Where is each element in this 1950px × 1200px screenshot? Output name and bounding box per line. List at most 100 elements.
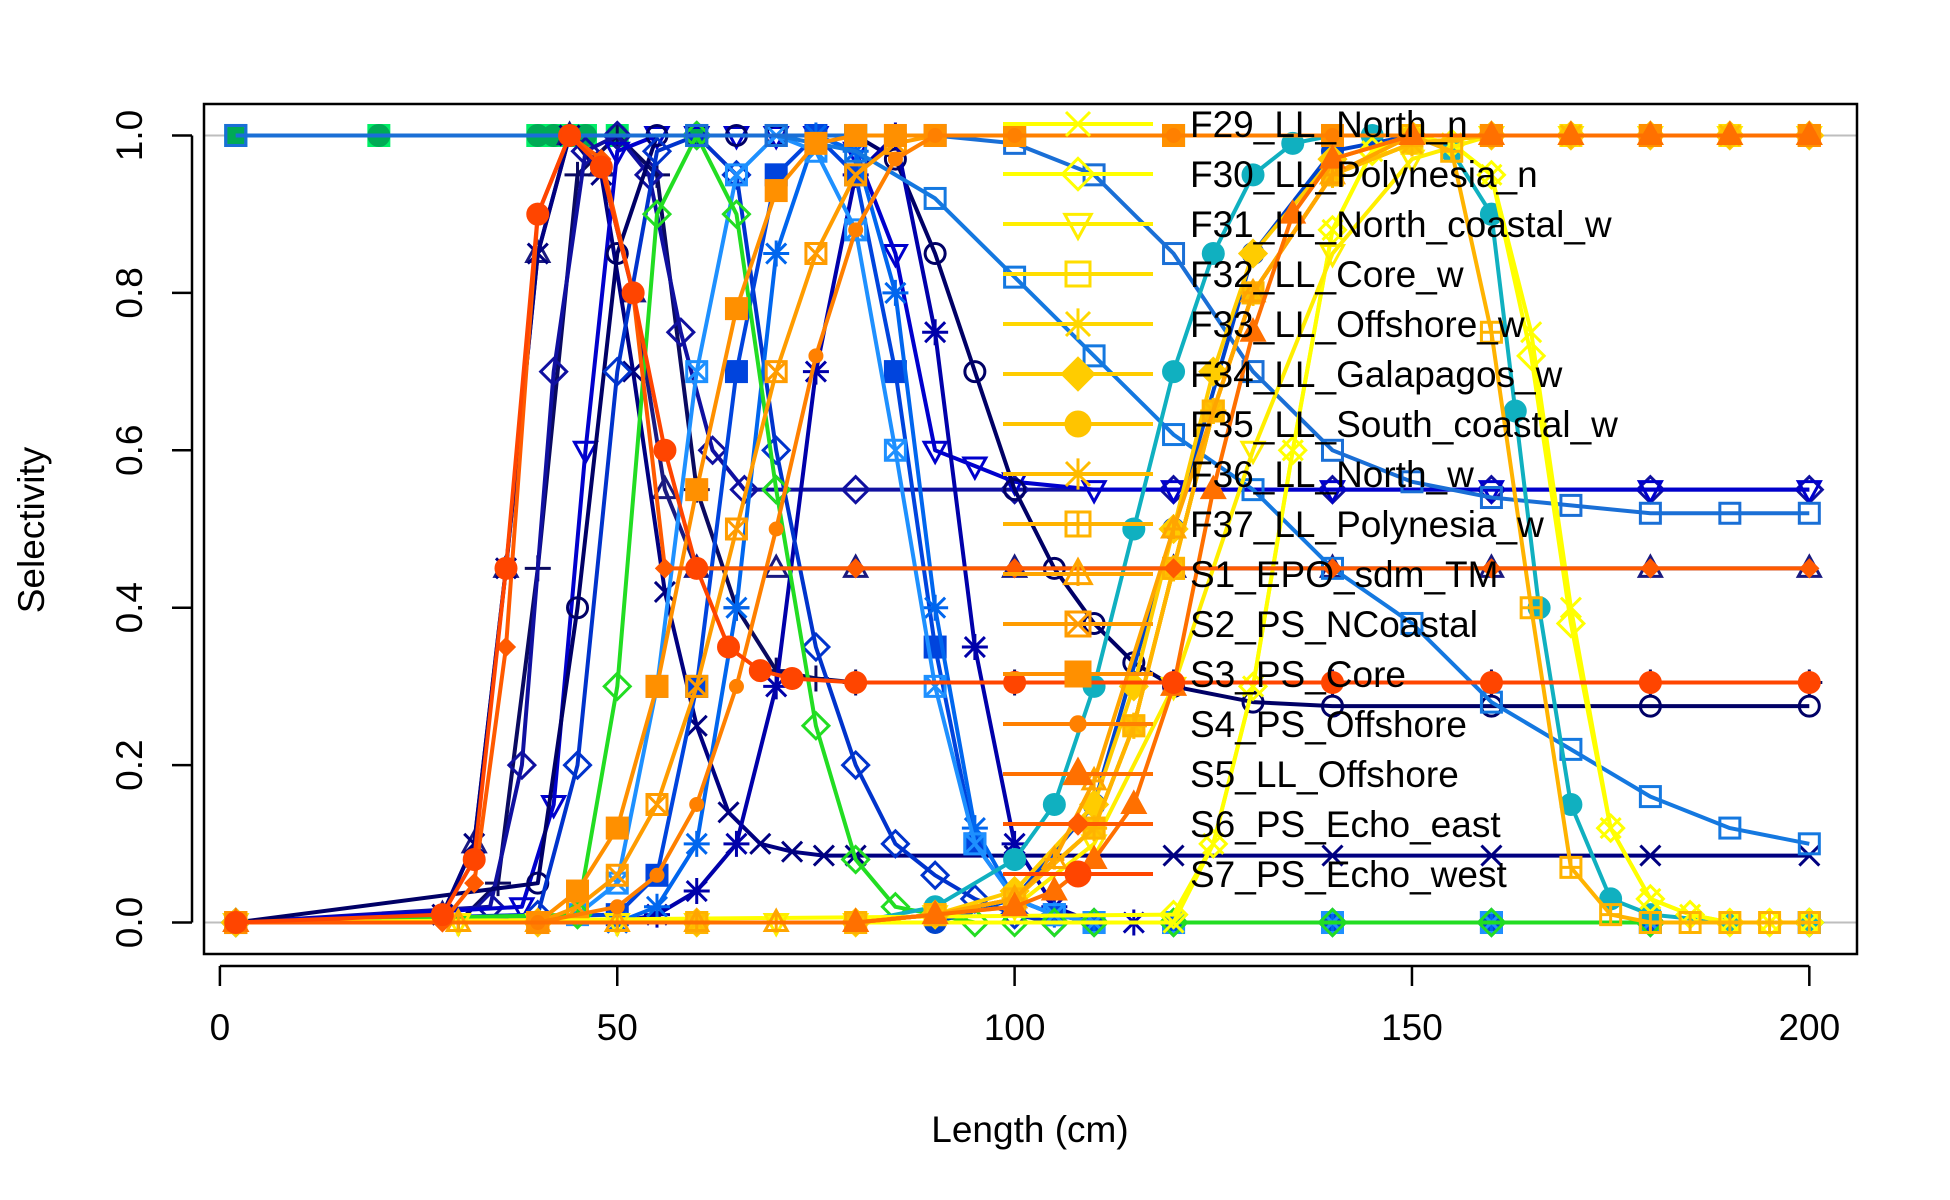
y-tick-label: 0.2: [109, 739, 150, 790]
data-point: [880, 828, 911, 859]
data-point: [1317, 907, 1348, 938]
data-point: [602, 120, 633, 151]
legend-marker: [1064, 660, 1092, 688]
data-point: [780, 667, 804, 691]
data-point: [922, 319, 949, 346]
data-point: [1078, 907, 1110, 938]
legend-entry: S7_PS_Echo_west: [1003, 854, 1507, 895]
data-point: [649, 867, 665, 883]
data-point: [721, 199, 752, 230]
data-point: [566, 596, 590, 620]
legend-entry: F29_LL_North_n: [1003, 104, 1468, 145]
plot-frame: [202, 102, 1859, 956]
legend-entry: F34_LL_Galapagos_w: [1003, 354, 1563, 395]
data-point: [645, 792, 669, 816]
legend-label: F32_LL_Core_w: [1190, 254, 1464, 295]
legend-label: S7_PS_Echo_west: [1190, 854, 1507, 895]
legend-label: S1_EPO_sdm_TM: [1190, 554, 1498, 595]
data-point: [1638, 694, 1662, 718]
data-point: [749, 832, 772, 855]
data-point: [921, 899, 949, 925]
data-point: [840, 749, 871, 781]
data-point: [881, 244, 909, 269]
data-point: [1162, 844, 1185, 867]
data-point: [697, 435, 728, 466]
data-point: [683, 830, 710, 857]
data-point: [1321, 844, 1344, 867]
data-point: [609, 899, 625, 915]
data-point: [224, 911, 248, 935]
data-point: [1477, 120, 1505, 145]
data-point: [1162, 423, 1186, 447]
data-point: [1638, 670, 1662, 694]
y-tick-label: 0.8: [109, 267, 150, 318]
data-point: [1080, 480, 1108, 505]
data-point: [1237, 238, 1269, 269]
data-point: [1481, 558, 1502, 579]
data-point: [1799, 558, 1820, 579]
data-point: [1718, 501, 1742, 525]
data-point: [495, 636, 517, 658]
legend-entry: S1_EPO_sdm_TM: [1003, 554, 1498, 595]
legend: F29_LL_North_n F30_LL_Polynesia_n F31_LL_N…: [1003, 104, 1618, 895]
x-tick-label: 0: [210, 1007, 231, 1048]
data-point: [1162, 242, 1186, 266]
data-point: [562, 749, 593, 781]
data-point: [1638, 911, 1662, 935]
data-point: [1476, 159, 1507, 190]
data-point: [1479, 670, 1503, 694]
legend-label: F35_LL_South_coastal_w: [1190, 404, 1618, 445]
y-tick-label: 0.0: [109, 897, 150, 948]
data-point: [1503, 399, 1527, 423]
x-axis: 0 50 100 150 200: [210, 964, 1840, 1048]
data-point: [1479, 320, 1503, 344]
legend-label: F34_LL_Galapagos_w: [1190, 354, 1563, 395]
data-point: [1797, 694, 1821, 718]
data-point: [1120, 789, 1148, 814]
data-point: [1318, 480, 1347, 505]
data-point: [1279, 199, 1307, 224]
data-point: [883, 147, 907, 171]
data-point: [1318, 143, 1347, 169]
data-point: [685, 360, 709, 384]
data-point: [653, 438, 677, 462]
legend-entry: F33_LL_Offshore_w: [1003, 304, 1525, 345]
plot-curves: [220, 120, 1825, 938]
data-point: [724, 163, 748, 187]
data-point: [1638, 785, 1662, 809]
data-point: [728, 678, 744, 694]
x-tick-label: 50: [597, 1007, 638, 1048]
legend-label: S4_PS_Offshore: [1190, 704, 1467, 745]
series-line: [235, 133, 1810, 925]
data-point: [1040, 844, 1068, 870]
legend-label: S5_LL_Offshore: [1190, 754, 1459, 795]
legend-label: S2_PS_NCoastal: [1190, 604, 1478, 645]
legend-entry: S6_PS_Echo_east: [1003, 804, 1501, 845]
legend-label: F37_LL_Polynesia_w: [1190, 504, 1544, 545]
data-point: [804, 242, 828, 266]
legend-marker: [1062, 308, 1094, 340]
data-point: [538, 356, 569, 387]
data-point: [570, 136, 601, 167]
data-point: [923, 674, 947, 698]
data-point: [808, 348, 824, 364]
data-point: [1797, 832, 1821, 856]
data-point: [723, 594, 750, 621]
legend-marker: [1062, 212, 1094, 242]
data-point: [1160, 480, 1188, 505]
y-tick-label: 1.0: [109, 110, 150, 161]
data-point: [724, 360, 748, 384]
data-point: [1003, 478, 1027, 502]
data-point: [1718, 816, 1742, 840]
series-line: [235, 133, 1810, 925]
data-point: [654, 558, 676, 579]
legend-entry: F30_LL_Polynesia_n: [1003, 154, 1538, 195]
legend-marker: [1064, 510, 1092, 538]
legend-marker: [1060, 356, 1096, 392]
data-point: [689, 796, 705, 812]
legend-label: S6_PS_Echo_east: [1190, 804, 1501, 845]
legend-marker: [1062, 756, 1094, 786]
legend-label: S3_PS_Core: [1190, 654, 1406, 695]
y-axis-label: Selectivity: [11, 446, 52, 613]
